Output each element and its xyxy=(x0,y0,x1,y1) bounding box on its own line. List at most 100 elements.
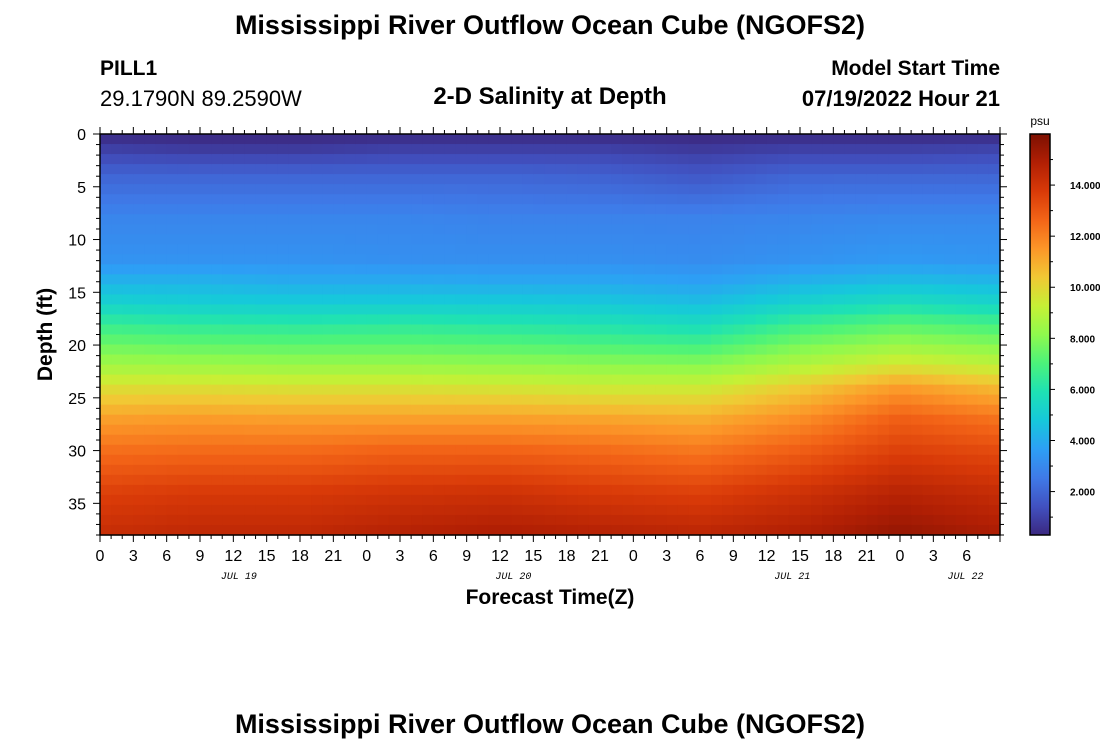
heatmap-cell xyxy=(477,284,490,296)
heatmap-cell xyxy=(177,414,190,426)
heatmap-cell xyxy=(588,274,601,285)
heatmap-cell xyxy=(266,204,279,215)
heatmap-cell xyxy=(877,174,890,185)
heatmap-cell xyxy=(700,294,712,306)
heatmap-cell xyxy=(688,434,701,446)
heatmap-cell xyxy=(511,474,523,486)
heatmap-cell xyxy=(822,284,834,296)
heatmap-cell xyxy=(788,284,801,296)
heatmap-cell xyxy=(355,294,368,306)
heatmap-cell xyxy=(766,524,779,536)
heatmap-cell xyxy=(111,484,123,496)
heatmap-cell xyxy=(155,484,168,496)
heatmap-cell xyxy=(144,194,157,205)
heatmap-cell xyxy=(122,424,134,436)
heatmap-cell xyxy=(577,514,590,526)
heatmap-cell xyxy=(700,184,712,195)
x-tick-label: 6 xyxy=(696,548,705,565)
heatmap-cell xyxy=(766,394,779,406)
heatmap-cell xyxy=(744,494,757,506)
heatmap-cell xyxy=(566,424,579,436)
heatmap-cell xyxy=(944,344,957,356)
heatmap-cell xyxy=(766,404,779,416)
heatmap-cell xyxy=(855,264,868,275)
heatmap-cell xyxy=(911,394,923,406)
heatmap-cell xyxy=(266,454,279,466)
heatmap-cell xyxy=(966,424,979,436)
heatmap-cell xyxy=(711,314,723,326)
heatmap-cell xyxy=(555,474,568,486)
heatmap-cell xyxy=(755,234,768,245)
heatmap-cell xyxy=(666,194,679,205)
heatmap-cell xyxy=(244,164,257,175)
heatmap-cell xyxy=(122,324,134,336)
heatmap-cell xyxy=(333,154,346,165)
heatmap-cell xyxy=(111,344,123,356)
heatmap-cell xyxy=(577,334,590,346)
heatmap-cell xyxy=(611,404,623,416)
heatmap-cell xyxy=(344,204,357,215)
heatmap-cell xyxy=(922,154,934,165)
heatmap-cell xyxy=(377,294,390,306)
heatmap-cell xyxy=(411,184,423,195)
heatmap-cell xyxy=(877,214,890,225)
heatmap-cell xyxy=(300,454,312,466)
heatmap-cell xyxy=(422,164,434,175)
heatmap-cell xyxy=(633,204,646,215)
heatmap-cell xyxy=(388,464,401,476)
heatmap-cell xyxy=(822,524,834,536)
heatmap-cell xyxy=(700,394,712,406)
heatmap-cell xyxy=(188,464,201,476)
heatmap-cell xyxy=(811,194,823,205)
heatmap-cell xyxy=(566,514,579,526)
heatmap-cell xyxy=(466,364,479,376)
heatmap-cell xyxy=(111,184,123,195)
heatmap-cell xyxy=(355,404,368,416)
heatmap-cell xyxy=(755,434,768,446)
y-axis-label: Depth (ft) xyxy=(34,288,57,381)
heatmap-cell xyxy=(311,474,323,486)
heatmap-cell xyxy=(866,464,879,476)
heatmap-cell xyxy=(988,294,1001,306)
heatmap-cell xyxy=(777,314,790,326)
heatmap-cell xyxy=(922,414,934,426)
heatmap-cell xyxy=(577,344,590,356)
heatmap-cell xyxy=(777,374,790,386)
heatmap-cell xyxy=(944,424,957,436)
heatmap-cell xyxy=(477,364,490,376)
heatmap-cell xyxy=(744,414,757,426)
heatmap-cell xyxy=(211,484,223,496)
heatmap-cell xyxy=(344,504,357,516)
heatmap-cell xyxy=(322,254,334,265)
heatmap-cell xyxy=(222,434,234,446)
station-coordinates: 29.1790N 89.2590W xyxy=(100,86,302,111)
heatmap-cell xyxy=(977,174,990,185)
heatmap-cell xyxy=(711,334,723,346)
heatmap-cell xyxy=(877,324,890,336)
heatmap-cell xyxy=(822,274,834,285)
heatmap-cell xyxy=(966,154,979,165)
heatmap-cell xyxy=(166,174,179,185)
heatmap-cell xyxy=(388,254,401,265)
heatmap-cell xyxy=(555,334,568,346)
heatmap-cell xyxy=(944,464,957,476)
heatmap-cell xyxy=(611,244,623,255)
heatmap-cell xyxy=(711,244,723,255)
heatmap-cell xyxy=(366,334,379,346)
heatmap-cell xyxy=(655,324,668,336)
heatmap-cell xyxy=(544,434,557,446)
heatmap-cell xyxy=(211,404,223,416)
heatmap-cell xyxy=(288,524,301,536)
heatmap-cell xyxy=(211,154,223,165)
heatmap-cell xyxy=(511,274,523,285)
heatmap-cell xyxy=(755,504,768,516)
heatmap-cell xyxy=(366,234,379,245)
heatmap-cell xyxy=(300,354,312,366)
station-id: PILL1 xyxy=(100,57,158,80)
heatmap-cell xyxy=(400,184,412,195)
heatmap-cell xyxy=(477,384,490,396)
heatmap-cell xyxy=(355,144,368,155)
heatmap-cell xyxy=(733,174,746,185)
heatmap-cell xyxy=(433,514,446,526)
heatmap-cell xyxy=(755,514,768,526)
